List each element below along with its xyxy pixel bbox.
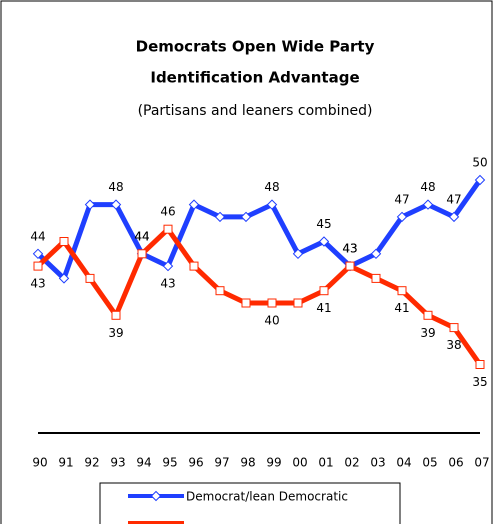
data-label: 45 (316, 217, 331, 231)
marker (396, 211, 408, 223)
data-label: 39 (108, 326, 123, 340)
marker (422, 199, 434, 210)
marker (448, 211, 460, 223)
data-label: 44 (30, 229, 45, 243)
marker (33, 261, 43, 271)
marker (32, 248, 44, 260)
marker (292, 248, 304, 260)
data-label: 47 (394, 192, 409, 206)
x-tick-label: 94 (136, 456, 151, 470)
marker (111, 310, 121, 320)
marker (345, 261, 355, 271)
legend-box (99, 482, 401, 524)
marker (59, 237, 69, 246)
marker (319, 286, 329, 296)
x-tick-label: 90 (32, 456, 47, 470)
data-label: 35 (472, 375, 487, 389)
x-tick-label: 96 (188, 456, 203, 470)
marker (293, 298, 303, 308)
marker (188, 199, 200, 210)
data-label: 48 (420, 180, 435, 194)
data-label: 48 (108, 180, 123, 194)
marker (241, 298, 251, 308)
marker (215, 286, 225, 296)
marker (214, 211, 226, 223)
chart-title: Democrats Open Wide Party (136, 38, 375, 56)
marker (110, 199, 122, 210)
marker (397, 286, 407, 296)
x-tick-label: 06 (448, 456, 463, 470)
marker (474, 174, 486, 186)
data-label: 43 (160, 277, 175, 291)
data-label: 43 (342, 242, 357, 256)
x-tick-label: 04 (396, 456, 411, 470)
marker (163, 224, 173, 234)
x-tick-label: 97 (214, 456, 229, 470)
data-label: 39 (420, 326, 435, 340)
marker (189, 261, 199, 271)
x-tick-label: 92 (84, 456, 99, 470)
data-label: 48 (264, 180, 279, 194)
marker (318, 236, 330, 247)
chart-title-line2: Identification Advantage (150, 69, 359, 87)
marker (266, 199, 278, 210)
x-tick-label: 98 (240, 456, 255, 470)
data-label: 40 (264, 314, 279, 328)
marker (84, 199, 96, 210)
marker (85, 273, 95, 283)
data-label: 43 (30, 277, 45, 291)
data-label: 38 (446, 338, 461, 352)
x-tick-label: 05 (422, 456, 437, 470)
data-label: 41 (316, 301, 331, 315)
marker (449, 323, 459, 333)
x-tick-label: 02 (344, 456, 359, 470)
marker (475, 360, 485, 369)
x-tick-label: 03 (370, 456, 385, 470)
marker (240, 211, 252, 223)
chart-subtitle: (Partisans and leaners combined) (138, 103, 373, 119)
data-label: 50 (472, 156, 487, 170)
x-tick-label: 91 (58, 456, 73, 470)
data-label: 46 (160, 205, 175, 219)
marker (423, 310, 433, 320)
x-tick-label: 01 (318, 456, 333, 470)
data-label: 44 (134, 229, 149, 243)
x-tick-label: 99 (266, 456, 281, 470)
x-tick-label: 95 (162, 456, 177, 470)
legend-marker (150, 490, 162, 502)
x-tick-label: 00 (292, 456, 307, 470)
data-label: 44 (134, 229, 149, 243)
marker (267, 298, 277, 308)
marker (58, 273, 70, 284)
data-label: 41 (394, 301, 409, 315)
legend-label: Democrat/lean Democratic (186, 490, 348, 504)
marker (137, 249, 147, 259)
data-label: 43 (342, 242, 357, 256)
data-label: 47 (446, 192, 461, 206)
marker (162, 260, 174, 272)
x-tick-label: 07 (474, 456, 489, 470)
marker (370, 248, 382, 260)
x-tick-label: 93 (110, 456, 125, 470)
marker (371, 273, 381, 283)
